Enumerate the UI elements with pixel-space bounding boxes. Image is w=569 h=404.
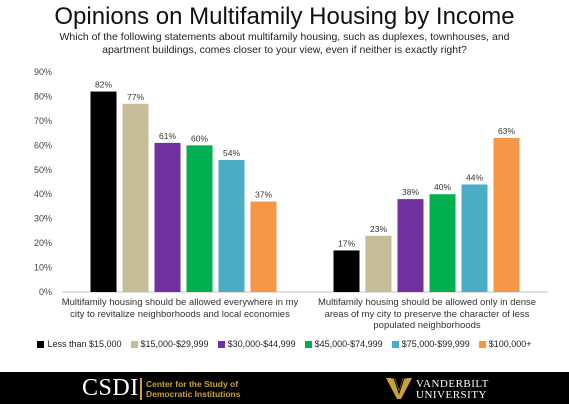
legend-label: $30,000-$44,999 <box>227 339 296 349</box>
legend-item: $45,000-$74,999 <box>304 339 383 349</box>
bar <box>461 184 488 292</box>
legend-label: $100,000+ <box>488 339 532 349</box>
data-label: 63% <box>498 126 515 136</box>
legend-label: $15,000-$29,999 <box>140 339 209 349</box>
bar <box>493 138 520 292</box>
bar <box>333 250 360 292</box>
csdi-divider <box>140 378 142 400</box>
csdi-name-line: Center for the Study of <box>146 379 239 389</box>
y-tick-label: 40% <box>34 189 52 199</box>
bar <box>397 199 424 292</box>
vanderbilt-name: VANDERBILT UNIVERSITY <box>416 379 489 401</box>
bar <box>250 201 277 292</box>
data-label: 40% <box>434 182 451 192</box>
legend-item: $15,000-$29,999 <box>130 339 209 349</box>
data-label: 44% <box>466 172 483 182</box>
y-tick-label: 50% <box>34 165 52 175</box>
bar <box>365 235 392 292</box>
chart-title: Opinions on Multifamily Housing by Incom… <box>54 3 515 30</box>
legend-label: $45,000-$74,999 <box>314 339 383 349</box>
vanderbilt-v-icon <box>386 377 412 399</box>
legend-swatch <box>304 340 312 348</box>
bar <box>429 194 456 292</box>
legend-label: Less than $15,000 <box>47 339 122 349</box>
bars <box>90 91 520 293</box>
legend-swatch <box>217 340 225 348</box>
bar <box>218 160 245 292</box>
category-label: Multifamily housing should be allowed ev… <box>61 297 299 320</box>
legend-swatch <box>130 340 138 348</box>
data-label: 82% <box>95 80 112 90</box>
legend-swatch <box>391 340 399 348</box>
y-tick-label: 30% <box>34 214 52 224</box>
data-label: 38% <box>402 187 419 197</box>
bar <box>90 91 117 292</box>
y-tick-label: 10% <box>34 263 52 273</box>
legend-item: Less than $15,000 <box>37 339 122 349</box>
y-tick-label: 0% <box>39 287 52 297</box>
data-label: 17% <box>338 238 355 248</box>
csdi-logo: CSDI <box>82 375 139 401</box>
vanderbilt-name-line: UNIVERSITY <box>416 389 487 401</box>
vanderbilt-name-line: VANDERBILT <box>416 378 489 390</box>
data-label: 54% <box>223 148 240 158</box>
y-tick-label: 60% <box>34 140 52 150</box>
data-label: 60% <box>191 133 208 143</box>
y-tick-label: 70% <box>34 116 52 126</box>
bar <box>186 145 213 292</box>
legend: Less than $15,000 $15,000-$29,999 $30,000-… <box>0 339 569 349</box>
data-label: 77% <box>127 92 144 102</box>
legend-item: $30,000-$44,999 <box>217 339 296 349</box>
data-labels: 82% 17% 77% 23% 61% 38% 60% 40% 54% 44% 37% 63% <box>95 80 515 249</box>
bar <box>154 142 181 292</box>
chart-subtitle: Which of the following statements about … <box>59 31 510 56</box>
csdi-name-line: Democratic Institutions <box>146 389 241 399</box>
data-label: 23% <box>370 224 387 234</box>
data-label: 61% <box>159 131 176 141</box>
category-label: Multifamily housing should be allowed on… <box>317 297 537 331</box>
legend-swatch <box>37 340 45 348</box>
footer-bar: CSDI Center for the Study of Democratic … <box>0 372 569 404</box>
legend-item: $100,000+ <box>478 339 532 349</box>
y-tick-label: 80% <box>34 91 52 101</box>
legend-label: $75,000-$99,999 <box>401 339 470 349</box>
csdi-name: Center for the Study of Democratic Insti… <box>146 379 240 399</box>
legend-item: $75,000-$99,999 <box>391 339 470 349</box>
y-tick-label: 90% <box>34 67 52 77</box>
bar <box>122 103 149 293</box>
data-label: 37% <box>255 190 272 200</box>
y-tick-label: 20% <box>34 238 52 248</box>
legend-swatch <box>478 340 486 348</box>
